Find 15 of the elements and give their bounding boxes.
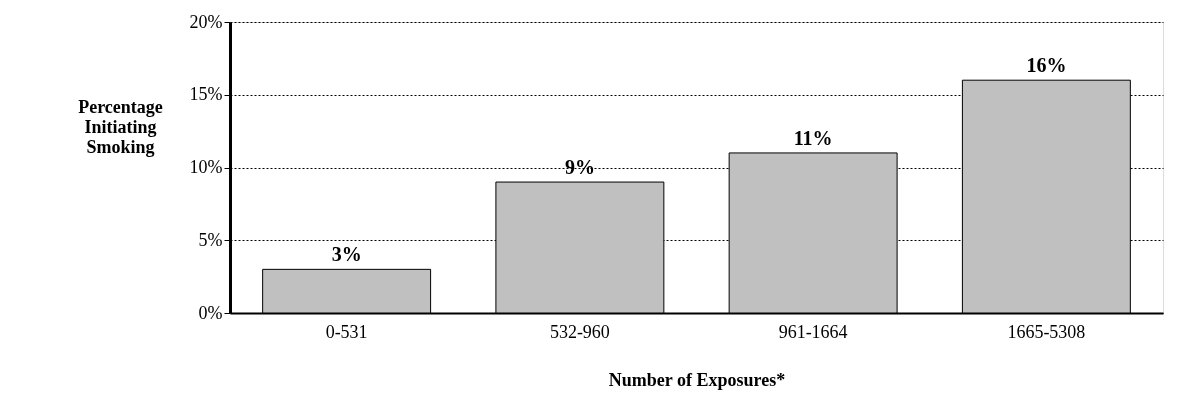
y-tick-label: 20%	[189, 11, 223, 32]
x-tick-label: 1665-5308	[1007, 321, 1086, 342]
y-tick-label: 10%	[189, 157, 223, 177]
x-axis-title: Number of Exposures*	[608, 369, 786, 390]
y-tick-label: 0%	[198, 302, 223, 323]
x-tick-label: 0-531	[325, 321, 368, 342]
x-tick-label: 532-960	[549, 321, 610, 342]
y-axis-title: Percentage Initiating Smoking	[78, 96, 163, 157]
data-label: 16%	[1026, 54, 1067, 77]
y-tick-label: 15%	[189, 84, 223, 105]
data-label: 9%	[564, 156, 595, 179]
data-label: 11%	[793, 126, 833, 149]
x-tick-label: 961-1664	[778, 321, 848, 342]
y-tick-label: 5%	[198, 229, 223, 250]
data-label: 3%	[331, 243, 362, 266]
